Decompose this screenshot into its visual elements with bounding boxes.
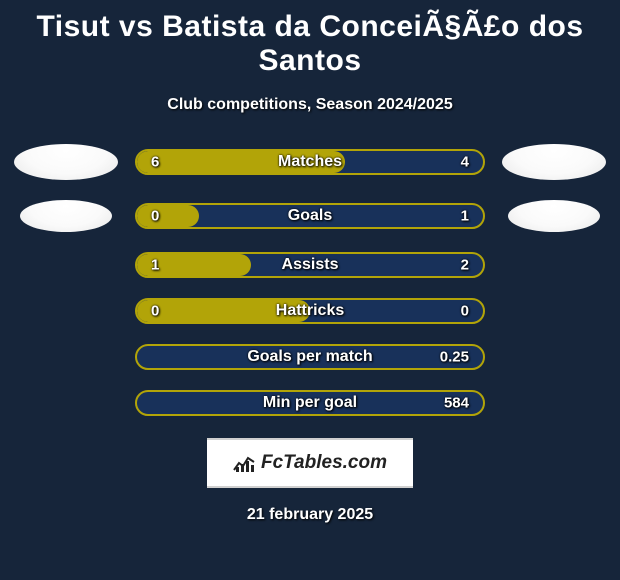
stat-value-right: 4: [461, 154, 469, 171]
stat-label: Matches: [278, 153, 342, 171]
stat-value-left: 6: [151, 154, 159, 171]
stat-row: 6 Matches 4: [0, 144, 620, 180]
stats-container: 6 Matches 4 0 Goals 1 1 Assists 2 0 Hattricks 0 Goal…: [0, 144, 620, 416]
player-avatar-left: [20, 200, 112, 232]
stat-value-right: 2: [461, 257, 469, 274]
stat-value-right: 584: [444, 395, 469, 412]
stat-label: Min per goal: [263, 394, 357, 412]
avatar-slot-left: [11, 144, 121, 180]
stat-bar: 1 Assists 2: [135, 252, 485, 278]
stat-bar: 6 Matches 4: [135, 149, 485, 175]
chart-icon: [233, 454, 255, 472]
stat-label: Assists: [282, 256, 339, 274]
stat-value-left: 0: [151, 303, 159, 320]
page-title: Tisut vs Batista da ConceiÃ§Ã£o dos Sant…: [0, 10, 620, 78]
player-avatar-right: [508, 200, 600, 232]
stat-value-right: 0: [461, 303, 469, 320]
avatar-slot-left: [11, 200, 121, 232]
stat-bar-left-fill: [137, 205, 199, 227]
stat-bar: Min per goal 584: [135, 390, 485, 416]
player-avatar-left: [14, 144, 118, 180]
stat-label: Goals: [288, 207, 332, 225]
stat-row: Min per goal 584: [0, 390, 620, 416]
footer-logo: FcTables.com: [207, 438, 413, 488]
footer-date: 21 february 2025: [0, 506, 620, 524]
avatar-slot-right: [499, 144, 609, 180]
stat-bar: 0 Goals 1: [135, 203, 485, 229]
page-subtitle: Club competitions, Season 2024/2025: [0, 96, 620, 114]
stat-row: 1 Assists 2: [0, 252, 620, 278]
stat-label: Goals per match: [247, 348, 372, 366]
stat-label: Hattricks: [276, 302, 344, 320]
footer-brand-text: FcTables.com: [261, 452, 387, 474]
stat-bar: 0 Hattricks 0: [135, 298, 485, 324]
player-avatar-right: [502, 144, 606, 180]
stat-row: Goals per match 0.25: [0, 344, 620, 370]
stat-value-right: 1: [461, 208, 469, 225]
stat-row: 0 Goals 1: [0, 200, 620, 232]
stat-value-left: 1: [151, 257, 159, 274]
stat-value-left: 0: [151, 208, 159, 225]
stat-row: 0 Hattricks 0: [0, 298, 620, 324]
stat-value-right: 0.25: [440, 349, 469, 366]
avatar-slot-right: [499, 200, 609, 232]
stat-bar: Goals per match 0.25: [135, 344, 485, 370]
